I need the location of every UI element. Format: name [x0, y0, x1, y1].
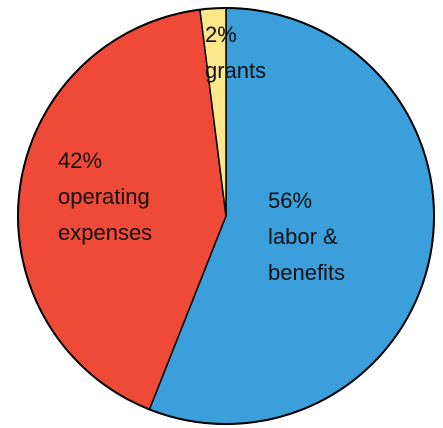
slice-label-line: 42% — [58, 148, 102, 173]
slice-label-line: labor & — [268, 224, 338, 249]
slice-label-1: 42% operating expenses — [58, 148, 152, 245]
slice-label-line: grants — [205, 58, 266, 83]
slice-label-line: benefits — [268, 260, 345, 285]
slice-label-line: 2% — [205, 22, 237, 47]
slice-label-line: expenses — [58, 220, 152, 245]
pie-labels: 56% labor & benefits 42% operating expenses 2%… — [58, 22, 345, 285]
slice-label-line: 56% — [268, 188, 312, 213]
pie-outline — [17, 7, 435, 425]
slice-label-line: operating — [58, 184, 150, 209]
slice-label-0: 56% labor & benefits — [268, 188, 345, 285]
slice-label-2: 2% grants — [205, 22, 266, 83]
pie-slices — [17, 7, 435, 425]
